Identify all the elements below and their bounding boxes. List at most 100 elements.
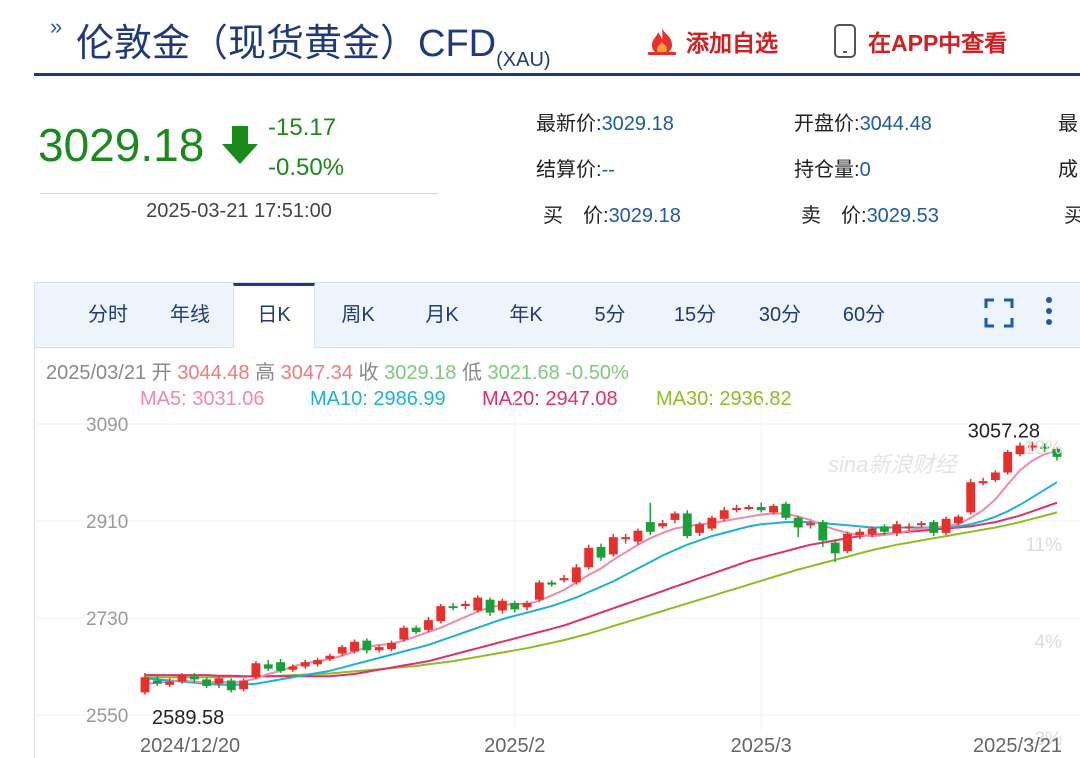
ma5-legend: MA5: 3031.06 (140, 388, 265, 410)
field-open: 开盘价:3044.48 (794, 113, 932, 135)
tab-5min[interactable]: 5分 (594, 304, 626, 326)
candlestick-chart[interactable]: sina新浪财经 3090 18% 2910 11% 2730 4% 2550 -3% 3057… (0, 400, 1080, 758)
candle-body (756, 506, 766, 511)
tab-yearly-k[interactable]: 年K (509, 304, 543, 326)
max-price-label: 3057.28 (968, 421, 1040, 443)
y-tick-label: 2910 (86, 512, 128, 533)
candle-body (806, 523, 815, 526)
candle-body (682, 513, 692, 537)
candle-body (941, 518, 951, 533)
candle-body (140, 677, 150, 693)
candle-body (990, 472, 1000, 481)
candle-body (843, 533, 852, 552)
ma30-legend: MA30: 2936.82 (656, 388, 792, 410)
tab-weekly-k[interactable]: 周K (341, 304, 375, 326)
candle-body (534, 582, 544, 600)
candle-body (633, 530, 643, 542)
more-icon[interactable] (1041, 295, 1057, 329)
candle-body (855, 531, 865, 536)
x-tick-label: 2025/3 (731, 735, 792, 757)
tab-daily-k[interactable]: 日K (233, 283, 315, 348)
field-bid: 买 价:3029.18 (543, 205, 681, 227)
view-in-app-label: 在APP中查看 (868, 30, 1008, 56)
tab-60min[interactable]: 60分 (842, 304, 886, 326)
pct-tick-label: 4% (1035, 632, 1063, 653)
candle-body (362, 640, 372, 651)
y-tick-label: 3090 (86, 415, 128, 436)
tab-intraday[interactable]: 分时 (88, 304, 128, 326)
x-tick-label: 2025/3/21 (973, 735, 1062, 757)
fullscreen-icon[interactable] (983, 297, 1015, 329)
candle-body (485, 599, 495, 613)
flame-icon (648, 28, 676, 55)
candle-body (571, 567, 581, 583)
candle-body (793, 517, 803, 528)
phone-icon (834, 24, 856, 58)
view-in-app-button[interactable]: 在APP中查看 (834, 24, 1007, 58)
candle-body (399, 627, 409, 640)
candle-body (769, 505, 778, 513)
candles (140, 441, 1062, 695)
candle-body (732, 508, 742, 511)
tab-yearly-line[interactable]: 年线 (170, 304, 210, 326)
candle-body (867, 528, 877, 534)
candle-body (251, 663, 261, 678)
candle-body (374, 647, 384, 651)
candle-body (929, 522, 939, 533)
candle-body (719, 510, 729, 519)
candle-body (1027, 445, 1037, 448)
candle-body (559, 578, 569, 581)
page-header: » 伦敦金（现货黄金）CFD(XAU) 添加自选 在APP中查看 (0, 0, 1080, 76)
candle-body (1040, 446, 1050, 449)
field-settle: 结算价:-- (536, 159, 615, 181)
candle-body (830, 542, 840, 554)
add-watchlist-button[interactable]: 添加自选 (646, 24, 778, 58)
candle-body (313, 660, 322, 665)
ma10-legend: MA10: 2986.99 (310, 388, 446, 410)
arrow-down-icon (222, 126, 258, 164)
tab-30min[interactable]: 30分 (758, 304, 802, 326)
candle-body (744, 506, 754, 509)
x-tick-label: 2025/2 (484, 735, 545, 757)
ma5-line (144, 449, 1058, 685)
candle-body (596, 546, 606, 558)
candle-body (1003, 452, 1013, 473)
tab-monthly-k[interactable]: 月K (425, 304, 459, 326)
candle-body (781, 503, 791, 518)
period-tabs: 分时 年线 日K 周K 月K 年K 5分 15分 30分 60分 (35, 283, 1080, 348)
candle-body (880, 526, 889, 532)
pct-tick-label: -3% (1028, 729, 1062, 750)
sina-watermark: sina新浪财经 (828, 452, 958, 477)
y-tick-label: 2550 (86, 706, 128, 727)
candle-body (904, 526, 914, 529)
candle-body (621, 537, 631, 540)
quote-divider (40, 193, 438, 194)
candle-body (411, 627, 421, 633)
ma30-line (145, 511, 1058, 679)
candle-body (584, 547, 594, 568)
chart-grid (34, 400, 1080, 730)
candle-body (177, 675, 187, 682)
candle-body (300, 662, 310, 667)
candle-body (263, 664, 273, 669)
candle-body (522, 602, 532, 608)
candle-body (387, 642, 396, 650)
candle-body (239, 680, 249, 690)
chart-panel (34, 282, 1080, 758)
candle-body (966, 482, 976, 513)
bar-info-row: 2025/03/21 开 3044.48 高 3047.34 收 3029.18… (46, 362, 629, 384)
field-high-cut: 最 (1058, 113, 1078, 135)
candle-body (436, 606, 446, 622)
header-divider (34, 73, 1080, 76)
field-volume-cut: 成 (1058, 159, 1078, 181)
ma20-legend: MA20: 2947.08 (482, 388, 618, 410)
candle-body (165, 681, 175, 685)
candle-body (510, 602, 520, 610)
pct-tick-label: 11% (1025, 535, 1062, 556)
candle-body (707, 517, 717, 529)
candle-body (226, 680, 236, 691)
tab-15min[interactable]: 15分 (673, 304, 717, 326)
candle-body (978, 481, 988, 484)
candle-body (547, 582, 557, 585)
field-open-interest: 持仓量:0 (794, 159, 871, 181)
